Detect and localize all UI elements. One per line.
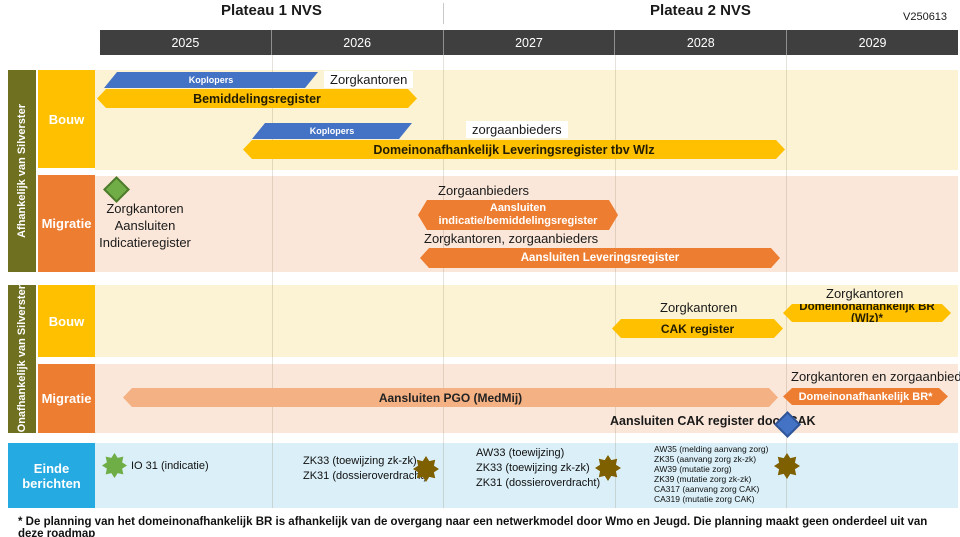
message-zk39: ZK39 (mutatie zorg zk-zk) [654,474,752,484]
sidebar-group-onafhankelijk: Onafhankelijk van Silverster [8,285,36,433]
bar-cak-register: CAK register [612,319,783,338]
label-indicatieregister-line3: Indicatieregister [99,235,191,250]
message-zk31-2: ZK31 (dossieroverdracht) [476,477,601,489]
label-zorgkantoren-bouw: Zorgkantoren [324,71,414,88]
bar-koplopers-2-label: Koplopers [309,126,355,136]
row-label-migratie-2: Migratie [41,391,92,406]
sidebar-row-bouw-afhankelijk: Bouw [38,70,95,168]
bar-aansluiten-pgo-label: Aansluiten PGO (MedMij) [378,390,523,405]
row-label-bouw-2: Bouw [48,313,85,329]
year-2029: 2029 [786,30,958,55]
bar-aansluiten-indicatie-bemiddelingsregister: Aansluiten indicatie/bemiddelingsregiste… [418,200,618,230]
sidebar-group-afhankelijk-label: Afhankelijk van Silverster [16,104,28,238]
bar-cak-register-label: CAK register [660,321,735,336]
message-aw39: AW39 (mutatie zorg) [654,464,732,474]
sidebar-group-afhankelijk: Afhankelijk van Silverster [8,70,36,272]
year-2027: 2027 [442,30,615,55]
message-group-2026: ZK33 (toewijzing zk-zk) ZK31 (dossierove… [303,454,427,484]
sidebar-group-onafhankelijk-label: Onafhankelijk van Silverster [16,285,28,433]
message-zk33-2: ZK33 (toewijzing zk-zk) [476,462,590,474]
label-zorgkantoren-cak: Zorgkantoren [660,300,738,315]
sidebar-row-einde-berichten: Einde berichten [8,443,95,508]
bar-aansluiten-leveringsregister: Aansluiten Leveringsregister [420,248,780,268]
bar-bemiddelingsregister: Bemiddelingsregister [97,89,417,108]
burst-icon-2027 [595,455,621,481]
plateau-divider [443,3,444,24]
bar-aansluiten-ib-label: Aansluiten indicatie/bemiddelingsregiste… [439,202,598,228]
label-zorgaanbieders-bouw: zorgaanbieders [466,121,568,138]
bar-domeinonafhankelijk-br-wlz-label: Domeinonafhankelijk BR (Wlz)* [799,301,935,325]
message-zk35: ZK35 (aanvang zorg zk-zk) [654,454,757,464]
year-2028: 2028 [614,30,786,55]
gridline-2028 [615,55,616,508]
message-zk33-1: ZK33 (toewijzing zk-zk) [303,455,417,467]
bar-aansluiten-ib-line1: Aansluiten [489,202,547,214]
timeline-year-bar: 2025 2026 2027 2028 2029 [100,30,958,55]
bar-koplopers-leveringsregister: Koplopers [252,123,412,139]
label-zorgkantoren-zorgaanbieders: Zorgkantoren, zorgaanbieders [424,231,599,246]
year-2025: 2025 [171,35,200,50]
message-zk31-1: ZK31 (dossieroverdracht) [303,470,428,482]
burst-icon-2026 [413,456,439,482]
gridline-2026 [272,55,273,508]
plateau-2-title: Plateau 2 NVS [650,2,751,19]
label-aansluiten-cak-door-cak: Aansluiten CAK register door CAK [610,414,816,428]
footnote: * De planning van het domeinonafhankelij… [18,516,928,537]
row-label-bouw-1: Bouw [48,111,85,127]
bar-domeinonafhankelijk-br-wlz: Domeinonafhankelijk BR (Wlz)* [783,304,951,322]
label-zorgkantoren-br-wlz: Zorgkantoren [826,286,904,301]
label-zorgkantoren-en-zorgaanbieders: Zorgkantoren en zorgaanbieders [791,369,960,384]
band-einde-berichten [95,443,958,508]
bar-koplopers-bemiddelingsregister: Koplopers [104,72,318,88]
label-zorgaanbieders-migratie: Zorgaanbieders [438,183,530,198]
gridline-2029 [786,55,787,508]
burst-icon-io31 [102,453,127,478]
bar-bemiddelingsregister-label: Bemiddelingsregister [193,91,321,106]
bar-domeinonafhankelijk-br: Domeinonafhankelijk BR* [783,388,948,405]
message-io31: IO 31 (indicatie) [131,460,209,472]
bar-aansluiten-ib-line2: indicatie/bemiddelingsregister [438,215,598,227]
plateau-1-title: Plateau 1 NVS [221,2,322,19]
sidebar-row-migratie-afhankelijk: Migratie [38,175,95,272]
bar-koplopers-1-label: Koplopers [188,75,234,85]
label-indicatieregister-line1: Zorgkantoren [106,201,184,216]
bar-leveringsregister-wlz: Domeinonafhankelijk Leveringsregister tb… [243,140,785,159]
bar-leveringsregister-wlz-label: Domeinonafhankelijk Leveringsregister tb… [373,142,655,157]
label-aansluiten-indicatieregister: Zorgkantoren Aansluiten Indicatieregiste… [75,200,215,251]
bar-aansluiten-leveringsregister-label: Aansluiten Leveringsregister [520,252,680,264]
message-group-2027: AW33 (toewijzing) ZK33 (toewijzing zk-zk… [476,446,600,491]
row-label-einde-berichten: Einde berichten [22,460,81,491]
sidebar-row-migratie-onafhankelijk: Migratie [38,364,95,433]
version-label: V250613 [903,11,948,23]
burst-icon-2028 [774,453,800,479]
message-aw33: AW33 (toewijzing) [476,447,565,459]
bar-aansluiten-pgo-medmij: Aansluiten PGO (MedMij) [123,388,778,407]
message-ca317: CA317 (aanvang zorg CAK) [654,484,760,494]
year-2026: 2026 [270,30,443,55]
gridline-2027 [443,55,444,508]
label-indicatieregister-line2: Aansluiten [114,218,176,233]
bar-domeinonafhankelijk-br-label: Domeinonafhankelijk BR* [798,390,933,403]
sidebar-row-bouw-onafhankelijk: Bouw [38,285,95,357]
message-ca319: CA319 (mutatie zorg CAK) [654,494,755,504]
message-aw35: AW35 (melding aanvang zorg) [654,444,769,454]
row-label-migratie-1: Migratie [41,216,92,231]
message-group-2028: AW35 (melding aanvang zorg) ZK35 (aanvan… [654,444,769,504]
